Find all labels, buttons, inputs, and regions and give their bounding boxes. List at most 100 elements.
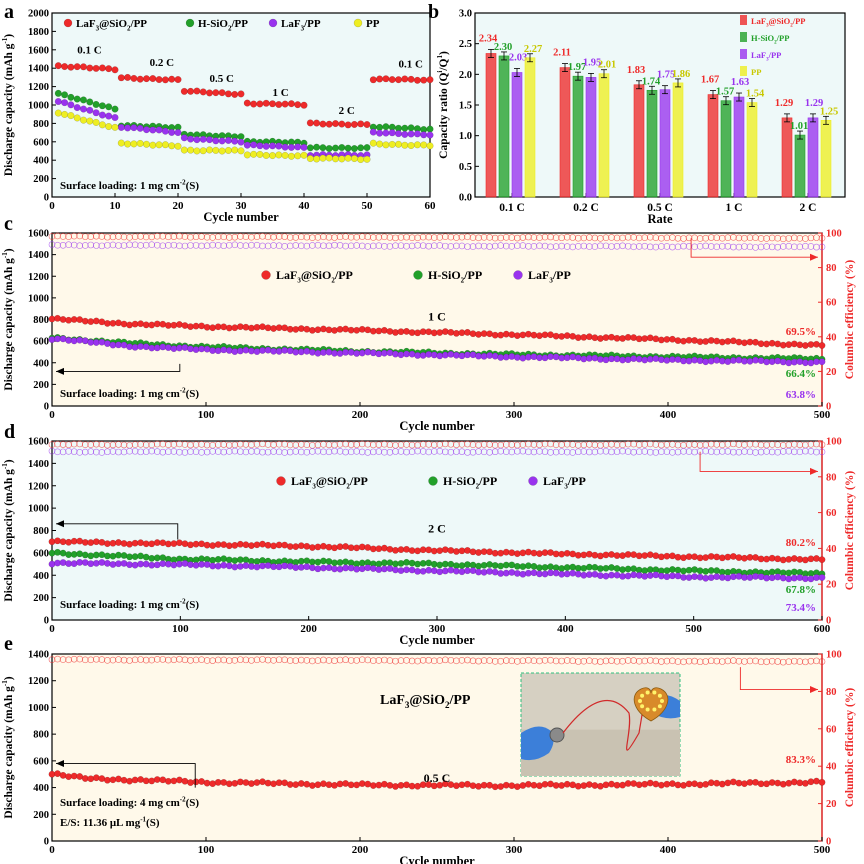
efficiency-point <box>746 243 754 251</box>
efficiency-point <box>658 243 665 250</box>
efficiency-point <box>807 234 815 242</box>
efficiency-point <box>563 657 571 664</box>
efficiency-point <box>59 233 67 240</box>
efficiency-point <box>231 657 239 664</box>
label-part: -2 <box>180 795 186 803</box>
efficiency-point <box>375 657 383 664</box>
efficiency-point <box>735 448 743 456</box>
y2-tick-label: 20 <box>826 799 837 810</box>
data-point <box>613 355 621 363</box>
data-point <box>73 103 81 112</box>
data-point <box>98 111 106 119</box>
label-part: @SiO <box>301 268 332 282</box>
efficiency-point <box>464 243 471 250</box>
rate-label: 2 C <box>428 522 446 536</box>
efficiency-point <box>774 243 781 251</box>
efficiency-point <box>198 656 205 663</box>
data-point <box>181 560 189 567</box>
efficiency-point <box>397 657 405 664</box>
efficiency-point <box>275 440 283 448</box>
efficiency-point <box>530 657 538 664</box>
data-point <box>168 142 176 150</box>
y2-tick-label: 0 <box>826 616 831 627</box>
efficiency-point <box>613 441 621 449</box>
efficiency-point <box>165 656 172 664</box>
series-H-SiO2/PP <box>54 89 434 153</box>
efficiency-point <box>430 242 438 250</box>
y-tick-label: 1200 <box>28 481 49 492</box>
efficiency-point <box>718 448 726 455</box>
efficiency-point <box>253 656 261 664</box>
efficiency-point <box>536 242 543 250</box>
efficiency-point <box>807 657 815 665</box>
efficiency-point <box>214 233 222 241</box>
data-point <box>262 142 270 150</box>
efficiency-point <box>630 243 637 251</box>
x-axis-label: Cycle number <box>399 419 475 433</box>
efficiency-point <box>552 441 560 448</box>
efficiency-point <box>746 440 754 448</box>
y2-tick-label: 80 <box>826 472 837 483</box>
efficiency-point <box>209 241 216 249</box>
label-part: /PP <box>230 18 248 30</box>
efficiency-point <box>602 234 610 242</box>
bar-value-label: 2.30 <box>494 42 512 53</box>
data-point <box>303 325 311 333</box>
efficiency-point <box>259 656 266 663</box>
efficiency-point <box>270 233 277 241</box>
data-point <box>243 141 251 149</box>
x-tick-label: 300 <box>506 844 523 856</box>
label-part: LaF <box>380 693 405 708</box>
data-point <box>380 326 388 334</box>
data-point <box>253 348 261 356</box>
efficiency-point <box>768 657 776 665</box>
data-point <box>338 155 346 163</box>
data-point <box>818 574 826 581</box>
data-point <box>414 547 422 555</box>
efficiency-point <box>558 242 565 250</box>
efficiency-point <box>48 233 56 240</box>
data-point <box>124 73 132 82</box>
label-part: -1 <box>1 680 9 686</box>
efficiency-point <box>159 242 167 250</box>
x-tick-label: 30 <box>236 200 248 212</box>
efficiency-point <box>669 243 676 251</box>
data-point <box>225 562 233 570</box>
y2-tick-label: 80 <box>826 263 837 274</box>
arrow-head <box>56 367 64 375</box>
efficiency-point <box>730 234 737 241</box>
label-part: @SiO <box>316 474 347 488</box>
y-tick-label: 400 <box>33 156 49 167</box>
efficiency-point <box>696 441 704 449</box>
y2-tick-label: 20 <box>826 580 837 591</box>
data-point <box>218 147 226 155</box>
efficiency-point <box>502 448 510 455</box>
data-point <box>394 130 403 138</box>
data-point <box>382 123 390 131</box>
data-point <box>306 155 314 163</box>
efficiency-point <box>563 440 571 448</box>
efficiency-point <box>181 449 189 456</box>
data-point <box>174 142 182 150</box>
efficiency-point <box>292 448 300 455</box>
efficiency-point <box>203 657 211 664</box>
data-point <box>250 141 258 149</box>
efficiency-point <box>724 441 732 448</box>
data-point <box>342 558 350 566</box>
led-light <box>652 707 657 712</box>
efficiency-point <box>502 234 510 241</box>
y2-tick-label: 40 <box>826 762 837 773</box>
efficiency-point <box>65 656 72 664</box>
efficiency-point <box>707 243 715 250</box>
legend-marker <box>185 18 195 28</box>
efficiency-point <box>353 448 360 455</box>
efficiency-point <box>757 448 765 456</box>
efficiency-point <box>447 440 455 448</box>
efficiency-point <box>641 657 649 665</box>
efficiency-point <box>669 234 676 241</box>
efficiency-point <box>242 448 250 456</box>
efficiency-point <box>225 448 233 455</box>
data-point <box>262 151 270 160</box>
efficiency-point <box>153 448 161 455</box>
